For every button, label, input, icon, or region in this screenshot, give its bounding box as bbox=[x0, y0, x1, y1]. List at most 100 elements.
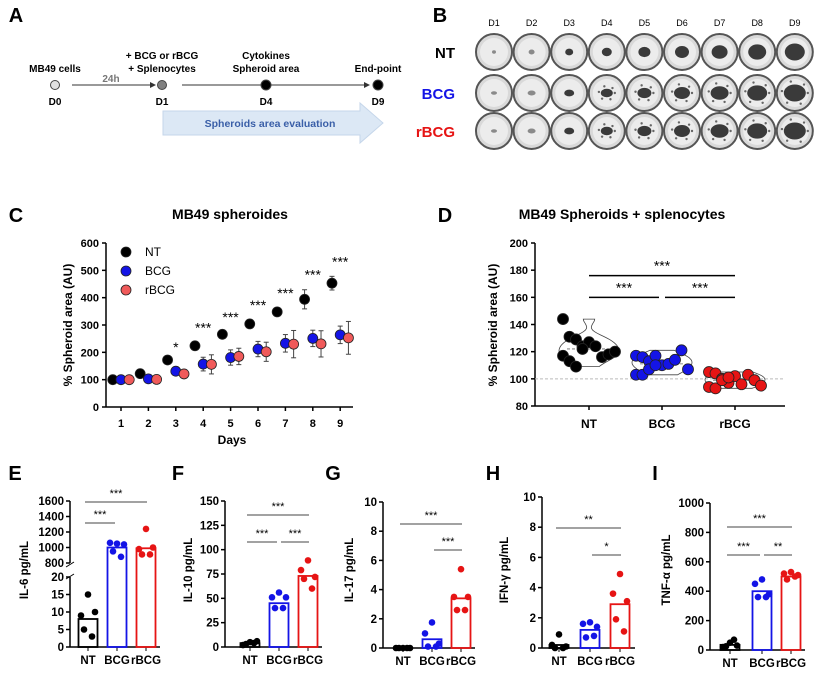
x-tick-label: rBCG bbox=[719, 417, 750, 431]
data-point-NT bbox=[326, 277, 338, 289]
bar-rBCG bbox=[780, 575, 802, 651]
data-point-NT bbox=[403, 644, 411, 652]
significance-label: *** bbox=[332, 253, 349, 269]
significance-label: *** bbox=[692, 279, 709, 295]
significance-label: *** bbox=[305, 267, 322, 283]
spheroid-well-image bbox=[625, 74, 664, 112]
y-tick-label: 120 bbox=[510, 347, 528, 359]
data-point-NT bbox=[216, 328, 228, 340]
timepoint-label: MB49 cells bbox=[29, 64, 81, 75]
y-tick-label: 5 bbox=[58, 625, 65, 637]
y-tick-label: 800 bbox=[685, 527, 704, 539]
spheroid-well-image bbox=[663, 74, 701, 112]
data-point-NT bbox=[589, 340, 602, 353]
y-tick-label: 50 bbox=[206, 593, 219, 605]
data-point-rBCG bbox=[343, 332, 354, 344]
y-tick-label: 1400 bbox=[38, 512, 64, 524]
y-tick-label: 100 bbox=[200, 545, 219, 557]
spheroid-well-image bbox=[587, 74, 626, 112]
data-point-rBCG bbox=[787, 568, 795, 576]
spheroid-well-image bbox=[625, 33, 664, 71]
bar-rBCG bbox=[297, 575, 319, 648]
significance-label: *** bbox=[616, 279, 633, 295]
data-point-rBCG bbox=[135, 545, 143, 553]
data-point-rBCG bbox=[260, 346, 272, 358]
significance-label: *** bbox=[277, 285, 294, 301]
timepoint-marker bbox=[50, 80, 60, 90]
timepoint-label: + Splenocytes bbox=[128, 64, 196, 75]
data-point-NT bbox=[570, 360, 582, 373]
data-point-rBCG bbox=[620, 628, 628, 635]
legend-label: rBCG bbox=[145, 283, 175, 297]
spheroid-well-image bbox=[512, 112, 551, 150]
x-tick-label: 4 bbox=[200, 418, 207, 430]
data-point-rBCG bbox=[288, 338, 300, 350]
y-tick-label: 1000 bbox=[38, 543, 64, 555]
data-point-rBCG bbox=[722, 371, 735, 384]
y-tick-label: 200 bbox=[685, 616, 704, 628]
data-point-rBCG bbox=[783, 576, 791, 583]
data-point-rBCG bbox=[142, 525, 150, 533]
y-tick-label: 600 bbox=[81, 238, 99, 250]
spheroid-well-image bbox=[550, 74, 589, 112]
y-tick-label: 4 bbox=[371, 585, 378, 597]
column-label: D7 bbox=[714, 18, 726, 28]
y-tick-label: 2 bbox=[530, 613, 536, 625]
panel-c-chart: C MB49 spheroides 0 100 200 300 400 500 600 1 2 3 4 5… bbox=[9, 205, 354, 447]
timepoint-day: D1 bbox=[156, 97, 169, 108]
column-label: D8 bbox=[751, 18, 763, 28]
spheroid-well-image bbox=[700, 112, 739, 150]
data-point-BCG bbox=[271, 604, 279, 612]
x-tick-label: NT bbox=[551, 656, 566, 668]
panel-letter: G bbox=[325, 463, 341, 485]
panel-letter: A bbox=[9, 5, 23, 27]
x-tick-label: rBCG bbox=[605, 656, 635, 668]
x-tick-label: 5 bbox=[228, 418, 234, 430]
data-point-NT bbox=[134, 368, 146, 380]
y-tick-label: 8 bbox=[371, 526, 378, 538]
data-point-BCG bbox=[268, 594, 276, 601]
evaluation-arrow bbox=[162, 101, 384, 145]
significance-label: * bbox=[173, 339, 179, 355]
legend-marker bbox=[120, 246, 132, 258]
column-label: D4 bbox=[601, 18, 613, 28]
y-axis-label: TNF-α pg/mL bbox=[661, 535, 673, 606]
data-point-NT bbox=[551, 644, 559, 652]
y-tick-label: 0 bbox=[93, 402, 99, 414]
spheroid-well-image bbox=[738, 74, 777, 112]
x-tick-label: rBCG bbox=[293, 655, 323, 667]
data-point-rBCG bbox=[206, 358, 217, 370]
spheroid-well-image bbox=[663, 112, 701, 150]
legend-label: NT bbox=[145, 245, 162, 259]
data-point-NT bbox=[84, 591, 92, 598]
panel-f-chart: F 0 25 50 75 100 125 150 IL-10 pg/mL NT BCG rBCG ***… bbox=[172, 463, 323, 667]
panel-letter: E bbox=[8, 463, 21, 485]
y-tick-label: 100 bbox=[81, 375, 99, 387]
data-point-rBCG bbox=[461, 606, 469, 614]
y-tick-label: 10 bbox=[51, 607, 64, 619]
column-label: D9 bbox=[789, 18, 801, 28]
row-label: NT bbox=[435, 45, 455, 62]
x-tick-label: BCG bbox=[419, 656, 445, 668]
spheroid-well-image bbox=[475, 33, 513, 71]
x-tick-label: NT bbox=[242, 655, 257, 667]
x-tick-label: 1 bbox=[118, 418, 124, 430]
y-tick-label: 8 bbox=[530, 522, 537, 534]
timepoint-marker bbox=[372, 79, 384, 91]
axis-break-mark bbox=[65, 561, 75, 568]
data-point-BCG bbox=[754, 593, 762, 601]
data-point-rBCG bbox=[457, 565, 465, 573]
spheroid-well-image bbox=[587, 112, 626, 150]
data-point-NT bbox=[88, 633, 96, 640]
spheroid-well-image bbox=[738, 112, 777, 150]
y-tick-label: 10 bbox=[523, 492, 536, 504]
y-tick-label: 600 bbox=[685, 557, 704, 569]
significance-label: *** bbox=[425, 510, 439, 522]
arrowhead-icon bbox=[364, 82, 370, 88]
significance-label: *** bbox=[250, 297, 267, 313]
y-tick-label: 0 bbox=[371, 643, 377, 655]
y-tick-label: 15 bbox=[51, 590, 64, 602]
data-point-NT bbox=[299, 293, 310, 305]
